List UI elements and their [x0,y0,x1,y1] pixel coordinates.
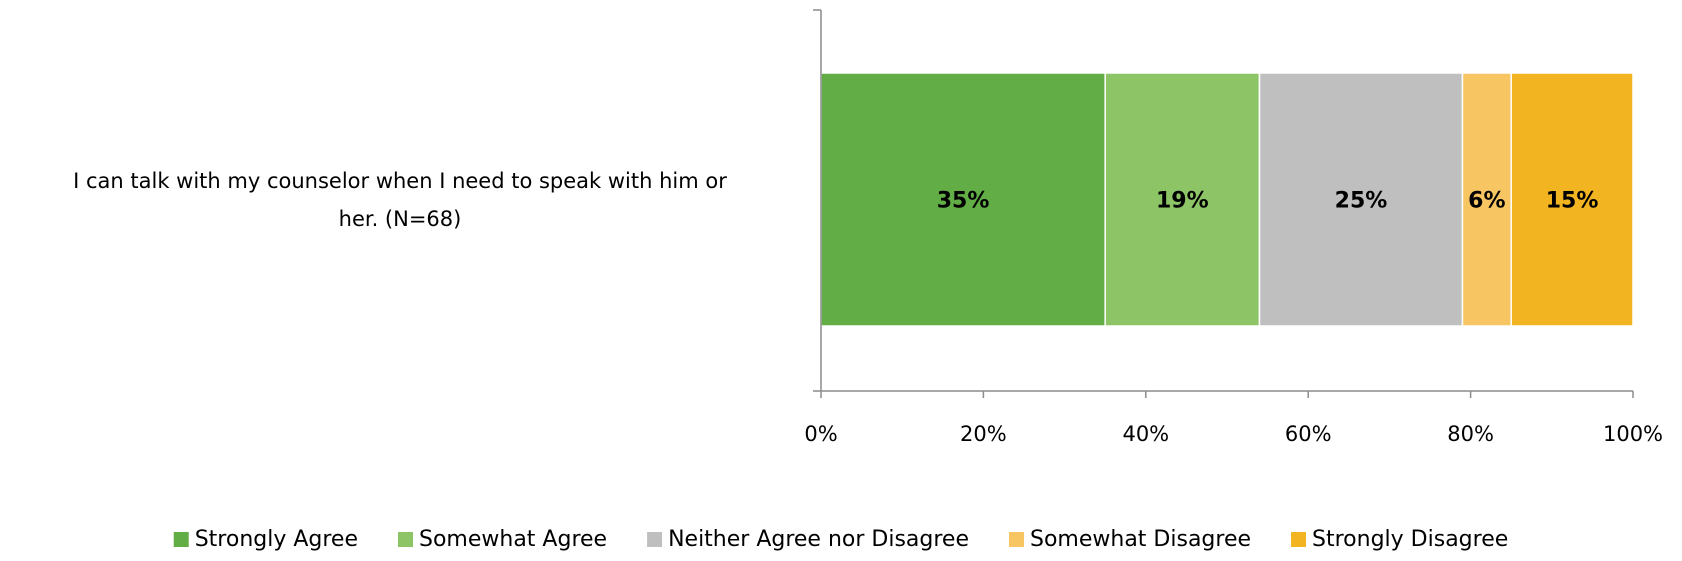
data-label: 6% [1468,189,1505,214]
legend-swatch [1291,532,1307,547]
legend-swatch [647,532,663,547]
category-labels: I can talk with my counselor when I need… [73,169,727,231]
bar-segment-strongly-disagree[interactable] [1510,72,1634,327]
category-label-line: her. (N=68) [339,207,462,231]
legend[interactable]: Strongly Agree Somewhat Agree Neither Agre… [173,527,1509,552]
x-tick-label: 20% [960,422,1007,446]
legend-swatch [1009,532,1025,547]
x-tick-labels: 0% 20% 40% 60% 80% 100% [804,422,1663,446]
legend-item-somewhat-disagree[interactable]: Somewhat Disagree [1009,527,1251,552]
data-label: 25% [1335,189,1388,214]
legend-label: Strongly Disagree [1312,527,1508,552]
x-tick-label: 40% [1122,422,1169,446]
bar-segment-somewhat-agree[interactable] [1104,72,1261,327]
bars [820,72,1634,327]
legend-label: Neither Agree nor Disagree [668,527,969,552]
legend-label: Somewhat Disagree [1030,527,1251,552]
x-tick-label: 80% [1447,422,1494,446]
bar-segment-strongly-agree[interactable] [820,72,1106,327]
data-label: 15% [1546,189,1599,214]
legend-item-somewhat-agree[interactable]: Somewhat Agree [398,527,607,552]
category-label-line: I can talk with my counselor when I need… [73,169,727,193]
x-tick-label: 0% [804,422,837,446]
legend-item-neither-agree-nor-disagree[interactable]: Neither Agree nor Disagree [647,527,969,552]
legend-label: Strongly Agree [195,527,358,552]
legend-swatch [173,532,189,547]
legend-label: Somewhat Agree [419,527,607,552]
bar-segment-neither-agree-nor-disagree[interactable] [1258,72,1464,327]
legend-swatch [398,532,414,547]
x-tick-label: 100% [1603,422,1663,446]
data-labels: 35% 19% 25% 6% 15% [937,189,1599,214]
data-label: 35% [937,189,990,214]
x-tick-label: 60% [1285,422,1332,446]
data-label: 19% [1156,189,1209,214]
legend-item-strongly-agree[interactable]: Strongly Agree [173,527,358,552]
axes [813,9,1634,398]
legend-item-strongly-disagree[interactable]: Strongly Disagree [1291,527,1508,552]
